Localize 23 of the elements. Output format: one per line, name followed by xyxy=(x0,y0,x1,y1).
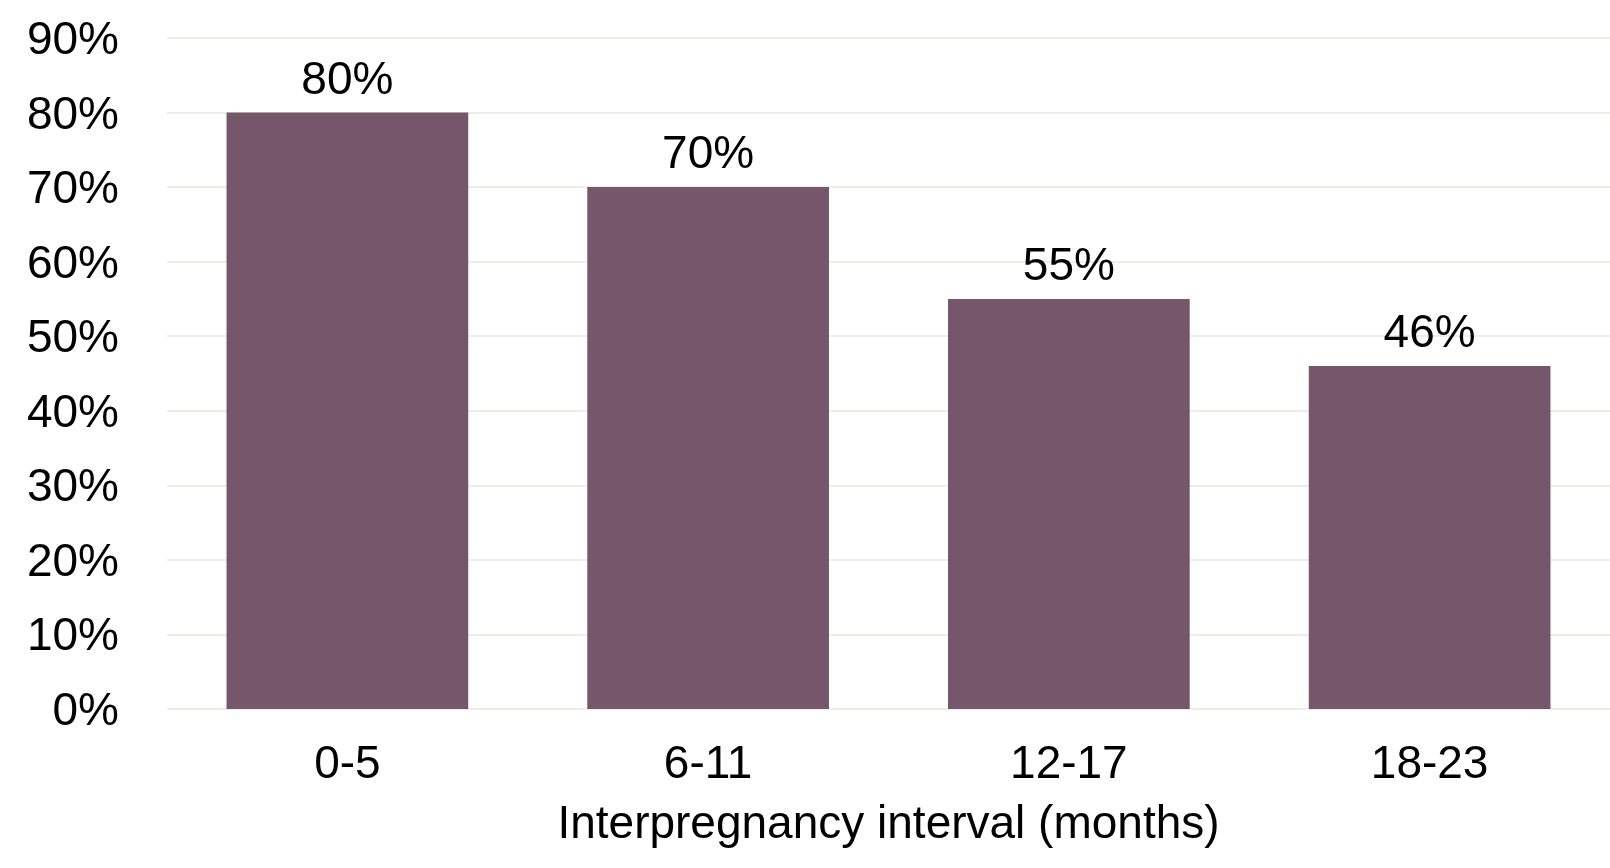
x-axis-title: Interpregnancy interval (months) xyxy=(557,796,1220,848)
x-tick-label: 0-5 xyxy=(314,736,381,788)
data-label: 70% xyxy=(662,126,755,179)
data-label: 80% xyxy=(301,51,394,104)
bar xyxy=(587,187,829,709)
bar xyxy=(1308,366,1551,709)
bar xyxy=(226,112,469,709)
y-tick-label: 90% xyxy=(26,12,119,64)
y-tick-label: 30% xyxy=(26,459,119,512)
y-tick-label: 70% xyxy=(26,161,119,214)
data-label: 46% xyxy=(1383,305,1476,358)
y-tick-label: 10% xyxy=(26,608,119,661)
y-tick-label: 60% xyxy=(26,235,119,288)
y-tick-label: 50% xyxy=(26,310,119,363)
x-tick-label: 12-17 xyxy=(1010,736,1128,788)
y-tick-label: 80% xyxy=(26,86,119,139)
x-tick-label: 18-23 xyxy=(1370,736,1489,788)
x-tick-label: 6-11 xyxy=(663,736,753,788)
y-tick-label: 0% xyxy=(52,683,119,735)
y-tick-label: 20% xyxy=(26,533,119,586)
y-tick-label: 40% xyxy=(26,384,119,437)
data-label: 55% xyxy=(1022,237,1115,290)
bar xyxy=(948,298,1190,709)
